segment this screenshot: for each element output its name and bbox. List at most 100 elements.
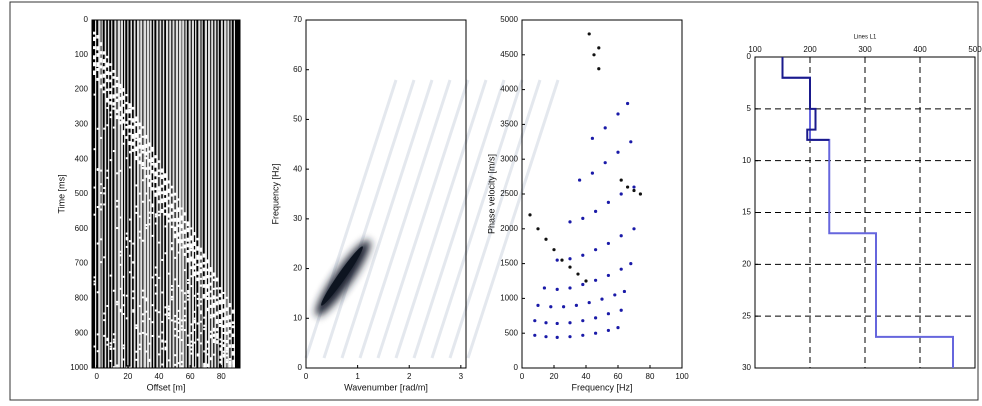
wiggle	[116, 303, 119, 306]
wiggle	[128, 141, 132, 146]
wiggle	[102, 73, 106, 78]
point	[594, 278, 598, 282]
wiggle	[144, 175, 148, 178]
wiggle	[229, 363, 232, 366]
wiggle	[212, 334, 216, 337]
wiggle	[147, 166, 151, 170]
point	[592, 53, 596, 57]
wiggle	[167, 204, 171, 208]
wiggle	[144, 134, 148, 139]
wiggle	[158, 311, 161, 314]
wiggle	[174, 278, 177, 281]
wiggle	[196, 354, 200, 357]
y-tick-label: 3500	[500, 120, 518, 129]
wiggle	[170, 242, 174, 245]
wiggle	[170, 203, 174, 209]
wiggle	[99, 57, 103, 63]
wiggle	[222, 291, 226, 294]
wiggle	[174, 363, 177, 366]
wiggle	[193, 271, 197, 277]
wiggle	[216, 335, 219, 338]
wiggle	[170, 248, 174, 251]
wiggle	[122, 119, 126, 124]
wiggle	[215, 277, 219, 282]
wiggle	[122, 304, 126, 307]
wiggle	[205, 297, 209, 301]
point	[578, 178, 582, 182]
wiggle	[203, 362, 206, 365]
wiggle	[222, 355, 226, 358]
wiggle	[228, 314, 232, 320]
wiggle	[164, 180, 167, 186]
point	[616, 112, 620, 116]
wiggle	[222, 353, 226, 356]
wiggle	[112, 76, 116, 79]
x-tick-label: 80	[646, 372, 655, 381]
wiggle	[183, 212, 187, 216]
wiggle	[151, 187, 155, 191]
wiggle	[232, 360, 235, 363]
y-tick-label: 600	[75, 224, 89, 233]
point	[555, 335, 559, 339]
wiggle	[167, 359, 171, 362]
y-tick-label: 70	[293, 15, 302, 24]
wiggle	[193, 265, 197, 270]
wiggle	[112, 333, 116, 336]
wiggle	[183, 319, 187, 322]
wiggle	[135, 211, 138, 214]
wiggle	[154, 215, 158, 218]
wiggle	[106, 339, 109, 342]
wiggle	[151, 146, 155, 152]
wiggle	[209, 357, 213, 360]
wiggle	[176, 238, 180, 244]
wiggle	[99, 192, 103, 195]
wiggle	[216, 340, 219, 343]
wiggle	[170, 319, 174, 322]
point	[581, 282, 585, 287]
wiggle	[106, 343, 109, 346]
wiggle	[157, 200, 161, 204]
wiggle	[148, 358, 151, 361]
wiggle	[177, 309, 180, 312]
wiggle	[183, 252, 187, 256]
point	[597, 46, 601, 50]
wiggle	[193, 328, 197, 331]
wiggle	[96, 62, 100, 67]
x-tick-label: 0	[304, 372, 309, 381]
wiggle	[170, 285, 174, 288]
wiggle	[186, 227, 190, 233]
trace	[207, 20, 211, 368]
wiggle	[203, 324, 206, 327]
wiggle	[106, 176, 109, 179]
wiggle	[167, 213, 171, 218]
wiggle	[187, 290, 190, 293]
wiggle	[141, 144, 145, 150]
point	[549, 305, 553, 309]
wiggle	[199, 255, 203, 260]
point	[619, 178, 623, 182]
wiggle	[109, 359, 113, 362]
wiggle	[174, 320, 177, 323]
wiggle	[216, 328, 219, 331]
x-tick-label: 20	[123, 372, 132, 381]
streak	[322, 79, 416, 359]
wiggle	[99, 183, 103, 186]
wiggle	[193, 317, 197, 320]
wiggle	[93, 186, 96, 189]
wiggle	[164, 225, 167, 228]
wiggle	[196, 322, 200, 325]
wiggle	[158, 335, 161, 338]
point	[576, 272, 580, 276]
point	[581, 319, 585, 323]
trace	[120, 20, 123, 368]
wiggle	[189, 227, 193, 230]
x-tick-label: 100	[675, 372, 689, 381]
wiggle	[229, 358, 232, 361]
wiggle	[93, 276, 96, 279]
wiggle	[219, 338, 222, 341]
wiggle	[170, 298, 174, 301]
wiggle	[176, 224, 180, 228]
wiggle	[109, 63, 113, 66]
trace	[166, 20, 169, 368]
wiggle	[105, 97, 109, 103]
